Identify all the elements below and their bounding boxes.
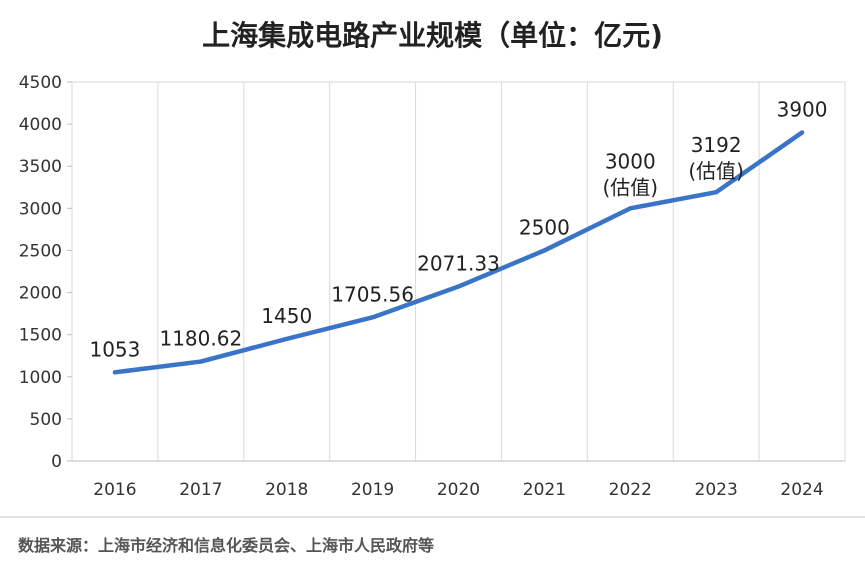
line-chart: 0 500 1000 1500 2000 2500 3000 3500 4000 4500 201… [19,73,846,500]
axes [72,81,845,462]
y-tick-label: 3000 [19,199,62,219]
data-point [456,284,461,289]
x-tick-label: 2022 [609,480,652,500]
x-tick-label: 2023 [695,480,738,500]
x-tick-label: 2018 [265,480,308,500]
data-label: 2500 [519,215,570,239]
y-tick-label: 2500 [19,241,62,261]
data-labels: 1053 1180.6214501705.562071.3325003000(估值… [89,98,827,362]
x-tick-label: 2021 [523,480,566,500]
data-point [542,248,547,253]
y-tick-label: 1500 [19,326,62,346]
estimate-note: (估值) [602,175,658,199]
data-label: 1053 [89,337,140,361]
y-tick-label: 4500 [19,73,62,93]
chart-title: 上海集成电路产业规模（单位：亿元) [202,19,663,52]
y-axis-ticks: 0 500 1000 1500 2000 2500 3000 3500 4000 4500 [19,73,72,472]
x-axis-ticks: 2016 2017 2018 2019 2020 2021 2022 2023 2024 [93,480,823,500]
data-point [714,190,719,195]
source-note: 数据来源：上海市经济和信息化委员会、上海市人民政府等 [18,536,435,555]
y-tick-label: 500 [30,410,62,430]
x-tick-label: 2016 [93,480,136,500]
data-label: 1705.56 [331,282,414,306]
x-tick-label: 2019 [351,480,394,500]
x-tick-label: 2017 [179,480,222,500]
footer-divider [0,516,865,518]
data-label: 1450 [261,304,312,328]
grid-lines [71,82,846,461]
data-point [628,206,633,211]
data-label: 3900 [777,98,828,122]
y-tick-label: 0 [51,452,62,472]
series-layer [112,130,805,375]
data-point [800,130,805,135]
data-point [284,336,289,341]
y-tick-label: 2000 [19,284,62,304]
data-label: 3192 [691,133,742,157]
y-tick-label: 1000 [19,368,62,388]
data-label: 3000 [605,149,656,173]
data-label: 2071.33 [417,252,500,276]
data-point [198,359,203,364]
x-tick-label: 2024 [780,480,823,500]
data-label: 1180.62 [159,327,242,351]
y-tick-label: 4000 [19,115,62,135]
data-point [112,370,117,375]
x-tick-label: 2020 [437,480,480,500]
estimate-note: (估值) [688,159,744,183]
y-tick-label: 3500 [19,157,62,177]
data-point [370,315,375,320]
